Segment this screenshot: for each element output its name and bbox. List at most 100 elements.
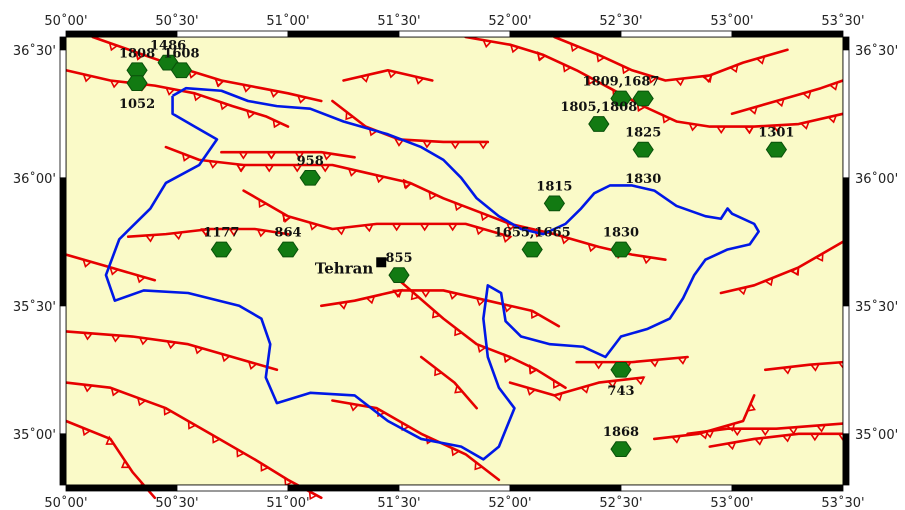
fault-tooth — [172, 231, 184, 241]
frame-seg-bottom — [398, 484, 511, 492]
earthquake-label: 1655,1665 — [494, 225, 571, 240]
fault-tooth — [474, 460, 484, 471]
fault-tooth — [211, 433, 222, 444]
fault-tooth — [241, 83, 253, 93]
fault-tooth — [214, 78, 226, 88]
lon-label-top: 50˚30' — [155, 13, 198, 29]
earthquake-marker-6 — [588, 116, 610, 132]
fault-tooth — [374, 173, 386, 184]
fault-tooth — [135, 273, 147, 284]
fault-tooth — [434, 366, 444, 377]
fault-tooth — [296, 94, 308, 104]
fault-tooth — [781, 433, 793, 443]
fault-tooth — [474, 225, 486, 236]
fault-tooth — [414, 75, 426, 85]
fault-tooth — [363, 223, 375, 233]
fault-line-23 — [763, 360, 845, 372]
fault-tooth — [676, 356, 688, 365]
fault-tooth — [236, 447, 246, 458]
frame-seg-top — [287, 30, 400, 38]
fault-tooth — [308, 221, 320, 231]
fault-tooth — [809, 363, 821, 372]
lon-label-top: 51˚30' — [377, 13, 420, 29]
fault-tooth — [814, 252, 824, 262]
earthquake-marker-5 — [632, 90, 654, 107]
lat-label-left: 35˚00' — [13, 427, 56, 443]
fault-tooth — [364, 295, 376, 305]
lon-label-top: 52˚30' — [599, 13, 642, 29]
lat-label-left: 36˚30' — [13, 43, 56, 59]
frame-seg-bottom — [731, 484, 844, 492]
earthquake-marker-16 — [610, 361, 632, 378]
fault-tooth — [219, 100, 230, 111]
fault-tooth — [815, 424, 827, 433]
fault-tooth — [187, 419, 198, 430]
lon-label-top: 53˚30' — [821, 13, 864, 29]
fault-tooth — [402, 178, 413, 189]
fault-tooth — [258, 198, 268, 209]
fault-tooth — [799, 120, 811, 130]
frame-seg-top — [398, 30, 511, 38]
city-marker: Tehran — [315, 257, 387, 277]
fault-tooth — [400, 421, 411, 432]
earthquake-label: 1177 — [203, 225, 239, 240]
earthquake-marker-8 — [765, 141, 788, 158]
fault-tooth — [108, 41, 119, 52]
fault-tooth — [621, 64, 632, 75]
fault-tooth — [787, 426, 799, 435]
frame-seg-left — [59, 177, 67, 307]
frame-seg-right — [842, 177, 850, 307]
frame-seg-right — [842, 36, 850, 51]
earthquake-label: 1815 — [536, 179, 572, 194]
fault-tooth — [475, 297, 487, 307]
fault-tooth — [763, 276, 774, 287]
fault-tooth — [828, 81, 839, 91]
fault-tooth — [322, 151, 333, 161]
lat-label-right: 35˚30' — [855, 299, 898, 315]
fault-tooth — [670, 434, 682, 444]
lat-label-left: 35˚30' — [13, 299, 56, 315]
fault-tooth — [256, 228, 268, 238]
lon-label-top: 50˚00' — [44, 13, 87, 29]
fault-tooth — [728, 63, 739, 74]
fault-tooth — [235, 164, 247, 173]
lon-label-bottom: 50˚30' — [155, 495, 198, 510]
earthquake-marker-7 — [632, 141, 654, 158]
fault-tooth — [826, 114, 838, 124]
fault-tooth — [536, 51, 547, 61]
fault-tooth — [347, 167, 359, 177]
fault-tooth — [753, 436, 765, 446]
fault-tooth — [530, 309, 541, 319]
fault-tooth — [526, 386, 537, 396]
earthquake-markers — [126, 54, 788, 458]
earthquake-label: 1809,1687 — [583, 74, 660, 89]
fault-tooth — [661, 113, 672, 124]
fault-tooth — [269, 88, 281, 99]
fault-tooth — [647, 74, 659, 84]
earthquake-marker-11 — [610, 241, 632, 258]
lat-label-right: 36˚00' — [855, 171, 898, 187]
frame-seg-top — [731, 30, 844, 38]
fault-tooth — [801, 89, 813, 100]
fault-tooth — [82, 331, 94, 341]
fault-tooth — [674, 77, 686, 87]
frame-seg-bottom — [620, 484, 733, 492]
fault-tooth — [308, 490, 319, 500]
fault-tooth — [410, 290, 421, 301]
fault-tooth — [337, 300, 349, 310]
fault-tooth — [193, 345, 205, 355]
fault-tooth — [743, 125, 755, 135]
fault-tooth — [771, 124, 783, 133]
fault-tooth — [587, 75, 598, 86]
earthquake-marker-13 — [210, 241, 233, 258]
fault-tooth — [447, 223, 459, 232]
fault-tooth — [81, 426, 92, 437]
fault-tooth — [529, 364, 539, 375]
fault-tooth — [82, 258, 93, 268]
fault-tooth — [136, 396, 148, 407]
fault-tooth — [82, 73, 93, 83]
earthquake-marker-12 — [521, 241, 543, 258]
earthquake-marker-14 — [277, 241, 299, 258]
fault-tooth — [747, 105, 759, 115]
